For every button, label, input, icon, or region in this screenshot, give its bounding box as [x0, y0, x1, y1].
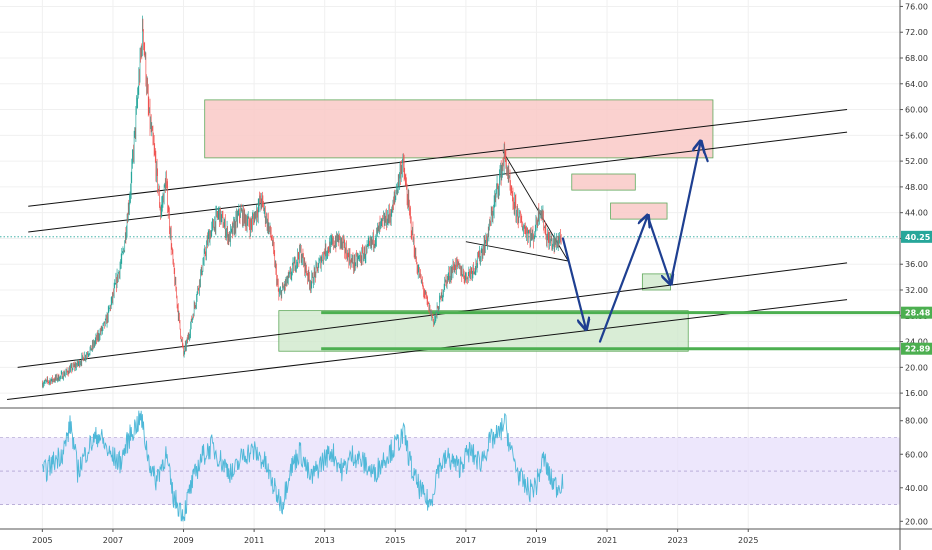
time-axis-tick-label: 2013 — [315, 536, 335, 545]
resistance-zone — [204, 99, 714, 159]
rsi-axis-tick-label: 60.00 — [905, 450, 928, 459]
level-price-badge — [901, 306, 932, 319]
support-zone — [641, 273, 671, 291]
time-axis-tick-label: 2025 — [738, 536, 758, 545]
channel-trendline — [28, 109, 848, 207]
projection-arrow — [699, 140, 709, 163]
rsi-axis-tick-label: 20.00 — [905, 517, 928, 526]
projection-arrow — [561, 237, 586, 328]
rsi-axis-tick-label: 80.00 — [905, 417, 928, 426]
time-axis-tick-label: 2009 — [173, 536, 193, 545]
projection-arrow — [598, 216, 648, 343]
support-zone — [278, 310, 689, 352]
projection-arrow — [669, 142, 701, 285]
resistance-zone — [571, 173, 636, 191]
projection-arrow-layer — [561, 140, 709, 343]
price-axis-tick-label: 60.00 — [905, 106, 928, 115]
price-axis-tick-label: 20.00 — [905, 363, 928, 372]
resistance-zone — [610, 202, 668, 220]
rsi-line — [41, 410, 564, 522]
channel-trendline — [28, 131, 848, 233]
time-axis-tick-label: 2011 — [244, 536, 264, 545]
time-axis-tick-label: 2015 — [385, 536, 405, 545]
last-price-badge-label: 40.25 — [905, 233, 931, 242]
price-axis-tick-label: 24.00 — [905, 338, 928, 347]
level-price-badge-label: 22.89 — [905, 345, 931, 354]
price-axis-tick-label: 76.00 — [905, 2, 928, 11]
time-axis-tick-label: 2019 — [526, 536, 546, 545]
price-axis-tick-label: 68.00 — [905, 54, 928, 63]
price-axis-tick-label: 16.00 — [905, 389, 928, 398]
level-price-badge-label: 28.48 — [905, 309, 931, 318]
last-price-badge — [901, 230, 932, 243]
price-axis-tick-label: 44.00 — [905, 209, 928, 218]
price-axis-tick-label: 52.00 — [905, 157, 928, 166]
time-axis-tick-label: 2017 — [456, 536, 476, 545]
time-axis-tick-label: 2021 — [597, 536, 617, 545]
time-axis-tick-label: 2007 — [103, 536, 123, 545]
price-axis-tick-label: 72.00 — [905, 28, 928, 37]
price-axis-tick-label: 64.00 — [905, 80, 928, 89]
rsi-axis-tick-label: 40.00 — [905, 484, 928, 493]
time-axis-tick-label: 2005 — [32, 536, 52, 545]
zone-layer — [204, 99, 714, 352]
level-price-badge — [901, 342, 932, 355]
trendline-layer — [0, 109, 900, 401]
projection-arrow — [646, 214, 671, 284]
rsi-layer — [0, 407, 932, 522]
price-axis-tick-label: 36.00 — [905, 260, 928, 269]
price-series-layer — [42, 15, 562, 389]
price-axis-tick-label: 56.00 — [905, 131, 928, 140]
price-axis-tick-label: 48.00 — [905, 183, 928, 192]
price-axis-tick-label: 32.00 — [905, 286, 928, 295]
time-axis-tick-label: 2023 — [667, 536, 687, 545]
price-axis-bg — [900, 0, 932, 550]
